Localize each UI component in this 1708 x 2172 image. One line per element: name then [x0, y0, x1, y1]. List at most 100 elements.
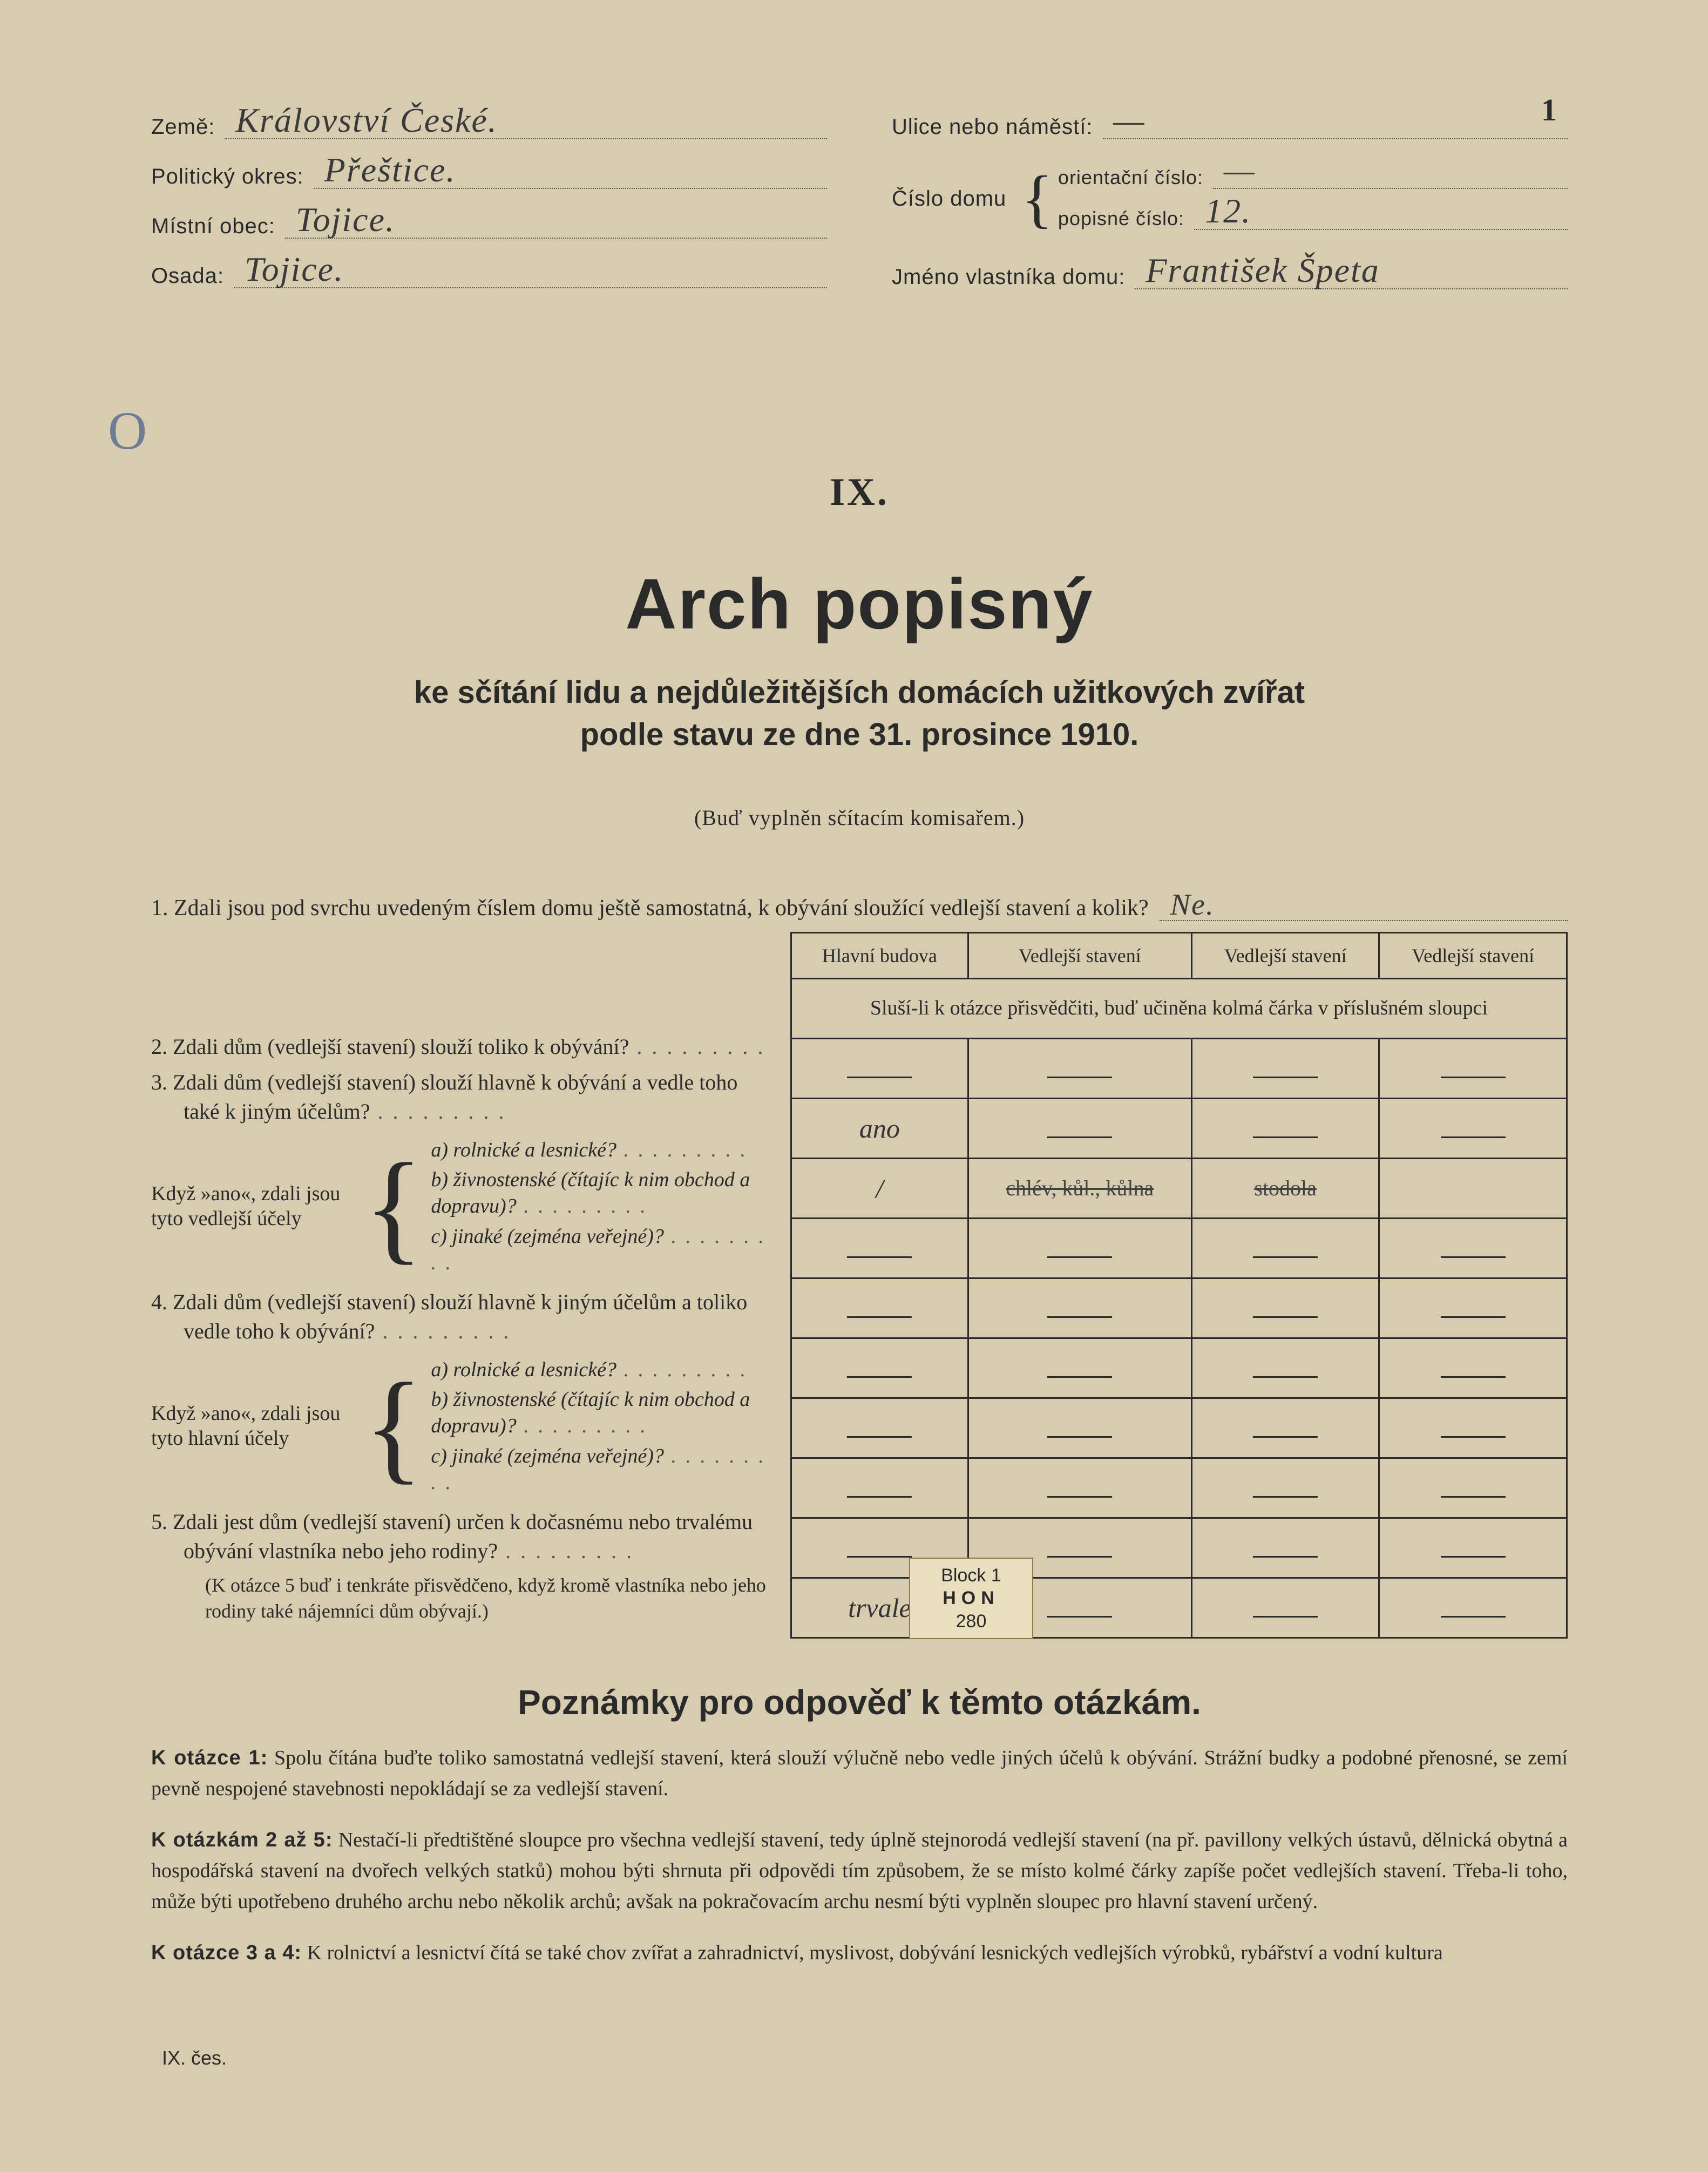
table-row	[791, 1398, 1567, 1458]
subtitle: ke sčítání lidu a nejdůležitějších domác…	[151, 672, 1568, 756]
table-cell	[968, 1338, 1191, 1398]
dash-mark	[1047, 1136, 1112, 1138]
field-okres: Přeštice.	[314, 158, 827, 189]
roman-numeral: IX.	[151, 470, 1568, 515]
answer-table: Hlavní budova Vedlejší stavení Vedlejší …	[790, 932, 1568, 1639]
table-cell	[1191, 1458, 1379, 1518]
note-2: K otázkám 2 až 5: Nestačí-li předtištěné…	[151, 1825, 1568, 1917]
table-cell	[968, 1458, 1191, 1518]
q3-opt-b: b) živnostenské (čítajíc k nim obchod a …	[431, 1167, 774, 1220]
dash-mark	[1253, 1376, 1318, 1378]
questions-and-table: 2. Zdali dům (vedlejší stavení) slouží t…	[151, 932, 1568, 1640]
answer-table-wrap: Hlavní budova Vedlejší stavení Vedlejší …	[790, 932, 1568, 1640]
label-vlastnik: Jméno vlastníka domu:	[892, 265, 1125, 289]
q4-opt-b: b) živnostenské (čítajíc k nim obchod a …	[431, 1386, 774, 1440]
value-zeme: Království České.	[235, 100, 497, 140]
dash-mark	[1047, 1496, 1112, 1498]
q4-sublabel: Když »ano«, zdali jsou tyto hlavní účely	[151, 1402, 356, 1451]
stamp-line2: HON	[943, 1588, 1000, 1608]
th-3: Vedlejší stavení	[1379, 932, 1567, 978]
q4-subgroup: Když »ano«, zdali jsou tyto hlavní účely…	[151, 1354, 774, 1500]
table-cell	[791, 1398, 968, 1458]
table-cell	[791, 1338, 968, 1398]
dash-mark	[1047, 1616, 1112, 1618]
value-ulice: —	[1114, 100, 1146, 140]
note-3-text: K rolnictví a lesnictví čítá se také cho…	[307, 1941, 1443, 1964]
label-zeme: Země:	[151, 115, 215, 139]
subtitle-line1: ke sčítání lidu a nejdůležitějších domác…	[414, 675, 1305, 710]
archive-stamp: Block 1 HON 280	[909, 1558, 1033, 1640]
stamp-line3: 280	[956, 1611, 987, 1632]
question-4: 4. Zdali dům (vedlejší stavení) slouží h…	[151, 1284, 774, 1349]
q4-opt-a: a) rolnické a lesnické?	[431, 1357, 774, 1383]
q1-answer: Ne.	[1170, 888, 1215, 922]
table-cell: stodola	[1191, 1158, 1379, 1218]
table-cell	[1379, 1278, 1567, 1338]
value-popisne: 12.	[1205, 191, 1251, 231]
th-1: Vedlejší stavení	[968, 932, 1191, 978]
dash-mark	[1253, 1556, 1318, 1558]
questions-column: 2. Zdali dům (vedlejší stavení) slouží t…	[151, 932, 790, 1640]
field-obec: Tojice.	[285, 207, 827, 239]
table-cell	[968, 1278, 1191, 1338]
table-cell	[1191, 1218, 1379, 1278]
table-cell	[791, 1038, 968, 1098]
value-obec: Tojice.	[296, 200, 395, 240]
struck-text: chlév, kůl., kůlna	[1006, 1176, 1154, 1200]
value-vlastnik: František Špeta	[1146, 251, 1379, 290]
dash-mark	[1441, 1316, 1506, 1318]
dash-mark	[1047, 1316, 1112, 1318]
dash-mark	[847, 1316, 912, 1318]
table-row: trvale	[791, 1578, 1567, 1638]
dash-mark	[1253, 1256, 1318, 1258]
dash-mark	[1253, 1496, 1318, 1498]
q3-opt-c: c) jinaké (zejména veřejné)?	[431, 1223, 774, 1277]
field-vlastnik: František Špeta	[1135, 258, 1568, 289]
table-cell	[791, 1278, 968, 1338]
table-cell	[1191, 1398, 1379, 1458]
table-subhead: Sluší-li k otázce přisvědčiti, buď učině…	[791, 978, 1567, 1038]
table-cell	[968, 1398, 1191, 1458]
label-cislo-domu: Číslo domu	[892, 187, 1006, 211]
notes-block: K otázce 1: Spolu čítána buďte toliko sa…	[151, 1743, 1568, 1968]
table-row	[791, 1518, 1567, 1578]
question-3: 3. Zdali dům (vedlejší stavení) slouží h…	[151, 1065, 774, 1129]
table-cell	[1191, 1338, 1379, 1398]
label-ulice: Ulice nebo náměstí:	[892, 115, 1093, 139]
th-2: Vedlejší stavení	[1191, 932, 1379, 978]
q3-subgroup: Když »ano«, zdali jsou tyto vedlejší úče…	[151, 1134, 774, 1280]
field-zeme: Království České.	[225, 108, 827, 139]
table-row	[791, 1458, 1567, 1518]
dash-mark	[847, 1376, 912, 1378]
table-cell	[968, 1038, 1191, 1098]
brace-icon: {	[364, 1409, 423, 1444]
fill-note: (Buď vyplněn sčítacím komisařem.)	[151, 805, 1568, 830]
table-row	[791, 1038, 1567, 1098]
note-1-text: Spolu čítána buďte toliko samostatná ved…	[151, 1747, 1568, 1800]
note-2-text: Nestačí-li předtištěné sloupce pro všech…	[151, 1829, 1568, 1913]
dash-mark	[847, 1436, 912, 1438]
note-1: K otázce 1: Spolu čítána buďte toliko sa…	[151, 1743, 1568, 1804]
table-cell	[1379, 1398, 1567, 1458]
label-obec: Místní obec:	[151, 214, 275, 239]
q4-opt-c: c) jinaké (zejména veřejné)?	[431, 1443, 774, 1497]
dash-mark	[1441, 1376, 1506, 1378]
table-cell	[1379, 1458, 1567, 1518]
table-header-row: Hlavní budova Vedlejší stavení Vedlejší …	[791, 932, 1567, 978]
table-cell: chlév, kůl., kůlna	[968, 1158, 1191, 1218]
dash-mark	[1441, 1436, 1506, 1438]
table-cell: /	[791, 1158, 968, 1218]
dash-mark	[847, 1556, 912, 1558]
handwritten-value: /	[876, 1173, 883, 1203]
table-cell	[1191, 1038, 1379, 1098]
table-cell	[968, 1218, 1191, 1278]
table-cell	[1191, 1278, 1379, 1338]
field-ulice: —	[1103, 108, 1568, 139]
table-cell	[791, 1458, 968, 1518]
dash-mark	[1441, 1496, 1506, 1498]
th-0: Hlavní budova	[791, 932, 968, 978]
q1-field: Ne.	[1160, 898, 1568, 921]
dash-mark	[1441, 1616, 1506, 1618]
form-header: Země: Království České. Politický okres:…	[151, 108, 1568, 308]
table-cell: ano	[791, 1098, 968, 1158]
